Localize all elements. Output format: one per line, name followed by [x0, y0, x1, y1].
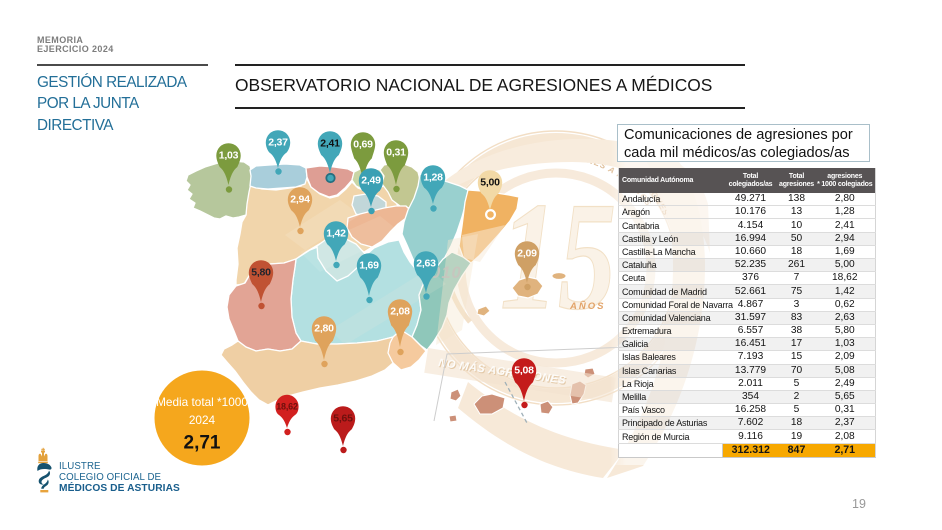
svg-text:0,31: 0,31 — [386, 147, 406, 159]
svg-text:1,42: 1,42 — [326, 228, 346, 240]
svg-text:5,00: 5,00 — [480, 177, 500, 189]
svg-text:2,80: 2,80 — [314, 323, 334, 335]
svg-text:18,62: 18,62 — [276, 402, 298, 412]
svg-text:2,63: 2,63 — [416, 258, 436, 270]
svg-text:2,09: 2,09 — [517, 248, 537, 260]
svg-text:5,65: 5,65 — [333, 413, 353, 425]
svg-text:1,69: 1,69 — [359, 260, 379, 272]
svg-text:5,80: 5,80 — [251, 267, 271, 279]
svg-text:2024: 2024 — [189, 413, 216, 427]
svg-text:2,08: 2,08 — [390, 306, 410, 318]
svg-text:AÑOS: AÑOS — [569, 301, 605, 312]
svg-text:1,03: 1,03 — [219, 150, 239, 162]
svg-text:5,08: 5,08 — [514, 365, 534, 377]
svg-text:2,49: 2,49 — [361, 175, 381, 187]
svg-text:Media total *1000: Media total *1000 — [156, 395, 248, 409]
svg-text:0,69: 0,69 — [353, 139, 373, 151]
svg-text:2,41: 2,41 — [320, 138, 340, 150]
svg-text:2,94: 2,94 — [290, 194, 310, 206]
svg-text:2,71: 2,71 — [184, 433, 221, 454]
svg-text:1,28: 1,28 — [423, 172, 443, 184]
svg-text:2,37: 2,37 — [268, 137, 288, 149]
